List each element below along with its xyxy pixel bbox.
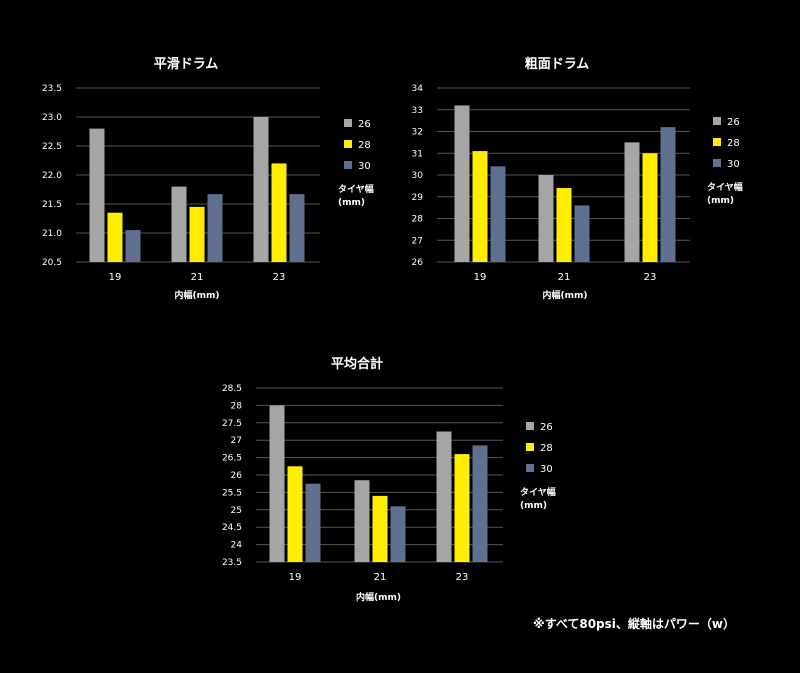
chart-title: 平滑ドラム <box>154 56 219 72</box>
bar-26-19 <box>269 405 285 562</box>
y-tick-label: 21.5 <box>42 200 62 210</box>
bar-28-19 <box>472 151 488 262</box>
x-axis-label: 内幅(mm) <box>356 591 401 603</box>
x-tick-label: 21 <box>558 272 571 283</box>
y-tick-label: 29 <box>412 193 424 203</box>
bar-26-23 <box>436 431 452 562</box>
legend-label-26: 26 <box>727 117 740 128</box>
bar-30-19 <box>305 483 321 562</box>
y-tick-label: 26 <box>412 258 424 268</box>
bar-30-23 <box>289 194 305 262</box>
legend-swatch-28 <box>344 140 352 148</box>
bar-28-23 <box>642 153 658 262</box>
legend-title: (mm) <box>707 196 734 206</box>
bar-28-19 <box>287 466 303 562</box>
y-tick-label: 34 <box>412 84 424 94</box>
x-tick-label: 19 <box>289 572 302 583</box>
y-tick-label: 28 <box>231 401 243 411</box>
legend-swatch-26 <box>344 119 352 127</box>
y-tick-label: 25 <box>231 506 242 516</box>
legend-title: (mm) <box>520 501 547 511</box>
bar-26-19 <box>454 105 470 263</box>
y-tick-label: 27 <box>412 236 423 246</box>
y-tick-label: 28 <box>412 215 424 225</box>
legend-swatch-28 <box>713 138 721 146</box>
x-tick-label: 23 <box>644 272 657 283</box>
y-tick-label: 27 <box>231 436 242 446</box>
chart-2: 粗面ドラム 34 33 32 31 30 29 28 27 26 19 21 23 内幅(mm) 26 28 3… <box>412 56 743 301</box>
bar-30-19 <box>125 230 141 262</box>
legend-label-30: 30 <box>358 161 371 172</box>
bar-30-23 <box>660 127 676 263</box>
legend-swatch-30 <box>526 464 534 472</box>
legend-swatch-30 <box>713 159 721 167</box>
legend-label-26: 26 <box>358 119 371 130</box>
x-tick-label: 21 <box>191 272 204 283</box>
bar-26-19 <box>89 128 105 262</box>
y-tick-label: 21.0 <box>42 229 62 239</box>
bar-30-19 <box>490 166 506 262</box>
legend-title: タイヤ幅 <box>707 181 743 193</box>
y-tick-label: 23.5 <box>222 558 242 568</box>
x-tick-label: 23 <box>273 272 286 283</box>
bar-26-21 <box>354 480 370 562</box>
y-tick-label: 24 <box>231 541 243 551</box>
legend-swatch-30 <box>344 161 352 169</box>
bar-26-21 <box>171 186 187 262</box>
bar-28-19 <box>107 212 123 262</box>
legend-swatch-26 <box>713 117 721 125</box>
y-tick-label: 20.5 <box>42 258 62 268</box>
y-tick-label: 33 <box>412 106 423 116</box>
y-tick-label: 23.0 <box>42 113 62 123</box>
y-tick-label: 32 <box>412 128 423 138</box>
bar-26-21 <box>538 175 554 262</box>
x-tick-label: 19 <box>109 272 122 283</box>
bar-28-21 <box>556 188 572 262</box>
legend-label-30: 30 <box>727 159 740 170</box>
chart-3: 平均合計 28.5 28 27.5 27 26.5 26 25.5 25 24.5 24 23.5 19… <box>222 356 556 603</box>
x-tick-label: 23 <box>456 572 469 583</box>
legend-swatch-28 <box>526 443 534 451</box>
legend-title: (mm) <box>338 198 365 208</box>
x-axis-label: 内幅(mm) <box>543 289 588 301</box>
y-tick-label: 26.5 <box>222 454 242 464</box>
y-tick-label: 23.5 <box>42 84 62 94</box>
bar-28-23 <box>454 454 470 562</box>
legend-label-28: 28 <box>727 138 740 149</box>
chart-1: 平滑ドラム 23.5 23.0 22.5 22.0 21.5 21.0 20.5 19 21 23 内… <box>42 56 374 301</box>
bar-26-23 <box>253 117 269 262</box>
y-tick-label: 26 <box>231 471 243 481</box>
bar-30-21 <box>207 194 223 262</box>
legend-title: タイヤ幅 <box>338 183 374 195</box>
y-tick-label: 25.5 <box>222 488 242 498</box>
y-tick-label: 30 <box>412 171 424 181</box>
y-tick-label: 27.5 <box>222 419 242 429</box>
y-tick-label: 22.5 <box>42 142 62 152</box>
y-tick-label: 22.0 <box>42 171 62 181</box>
bar-30-21 <box>390 506 406 562</box>
chart-title: 粗面ドラム <box>525 56 590 72</box>
legend-title: タイヤ幅 <box>520 486 556 498</box>
chart-title: 平均合計 <box>331 356 383 372</box>
bar-30-21 <box>574 205 590 262</box>
legend-label-28: 28 <box>540 443 553 454</box>
legend-label-28: 28 <box>358 140 371 151</box>
footnote: ※すべて80psi、縦軸はパワー（w） <box>533 617 735 631</box>
legend-swatch-26 <box>526 422 534 430</box>
bar-28-21 <box>189 206 205 262</box>
y-tick-label: 31 <box>412 149 423 159</box>
bar-30-23 <box>472 445 488 562</box>
bar-28-23 <box>271 163 287 262</box>
x-axis-label: 内幅(mm) <box>175 289 220 301</box>
legend-label-26: 26 <box>540 422 553 433</box>
y-tick-label: 28.5 <box>222 384 242 394</box>
x-tick-label: 21 <box>374 572 387 583</box>
y-tick-label: 24.5 <box>222 523 242 533</box>
bar-28-21 <box>372 495 388 562</box>
legend-label-30: 30 <box>540 464 553 475</box>
bar-26-23 <box>624 142 640 262</box>
x-tick-label: 19 <box>474 272 487 283</box>
